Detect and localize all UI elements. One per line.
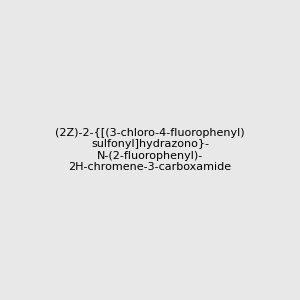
Text: (2Z)-2-{[(3-chloro-4-fluorophenyl)
sulfonyl]hydrazono}-
N-(2-fluorophenyl)-
2H-c: (2Z)-2-{[(3-chloro-4-fluorophenyl) sulfo… xyxy=(55,128,245,172)
